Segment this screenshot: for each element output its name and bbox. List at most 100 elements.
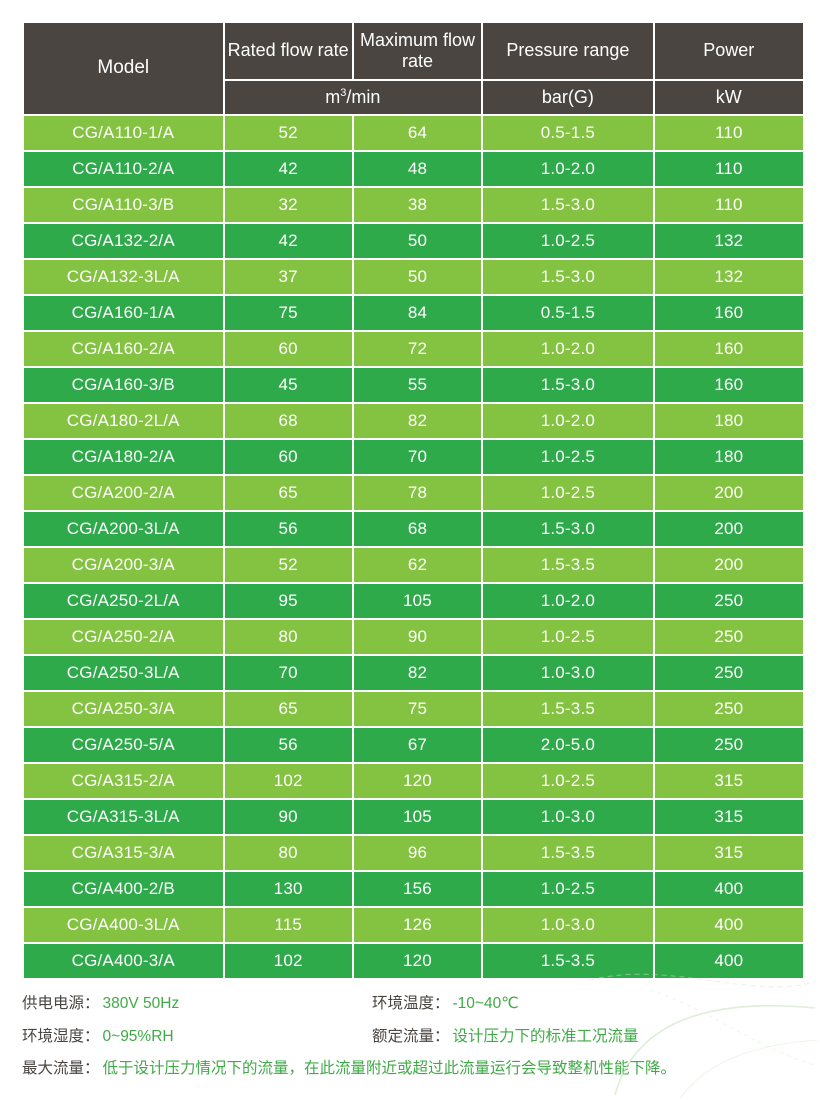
cell-rated-flow-rate: 102 (224, 944, 352, 978)
table-row: CG/A250-2/A 80 90 1.0-2.5 250 (24, 620, 803, 654)
table-header-row-units: m3/min bar(G) kW (24, 81, 803, 114)
cell-power: 132 (654, 224, 803, 258)
unit-header-flow-rate: m3/min (224, 81, 482, 114)
cell-maximum-flow-rate: 96 (353, 836, 482, 870)
table-row: CG/A250-3/A 65 75 1.5-3.5 250 (24, 692, 803, 726)
specification-table-container: Model Rated flow rate Maximum flow rate … (22, 21, 805, 980)
cell-maximum-flow-rate: 64 (353, 116, 482, 150)
unit-header-power: kW (654, 81, 803, 114)
table-row: CG/A160-1/A 75 84 0.5-1.5 160 (24, 296, 803, 330)
cell-model: CG/A160-2/A (24, 332, 223, 366)
cell-maximum-flow-rate: 72 (353, 332, 482, 366)
cell-model: CG/A200-3L/A (24, 512, 223, 546)
cell-maximum-flow-rate: 75 (353, 692, 482, 726)
cell-rated-flow-rate: 75 (224, 296, 352, 330)
cell-maximum-flow-rate: 105 (353, 584, 482, 618)
cell-pressure-range: 1.5-3.0 (483, 188, 653, 222)
cell-pressure-range: 1.5-3.5 (483, 692, 653, 726)
column-header-rated-flow-rate: Rated flow rate (224, 23, 352, 79)
cell-model: CG/A250-3/A (24, 692, 223, 726)
cell-pressure-range: 1.0-2.5 (483, 440, 653, 474)
cell-rated-flow-rate: 115 (224, 908, 352, 942)
unit-flow-suffix: /min (346, 86, 381, 107)
cell-maximum-flow-rate: 120 (353, 764, 482, 798)
cell-maximum-flow-rate: 82 (353, 404, 482, 438)
cell-power: 250 (654, 656, 803, 690)
unit-flow-superscript: 3 (340, 86, 347, 99)
cell-maximum-flow-rate: 84 (353, 296, 482, 330)
column-header-maximum-flow-rate: Maximum flow rate (353, 23, 482, 79)
footnote-value-ambient-temperature: -10~40℃ (452, 995, 519, 1012)
cell-pressure-range: 1.5-3.0 (483, 512, 653, 546)
cell-pressure-range: 1.0-3.0 (483, 656, 653, 690)
cell-maximum-flow-rate: 67 (353, 728, 482, 762)
cell-pressure-range: 1.0-2.0 (483, 404, 653, 438)
cell-model: CG/A200-2/A (24, 476, 223, 510)
cell-power: 132 (654, 260, 803, 294)
footnote-row-1: 供电电源： 380V 50Hz 环境温度： -10~40℃ (22, 996, 805, 1012)
cell-model: CG/A250-3L/A (24, 656, 223, 690)
cell-model: CG/A110-2/A (24, 152, 223, 186)
footnote-label-ambient-temperature: 环境温度： (372, 995, 450, 1012)
cell-pressure-range: 1.5-3.0 (483, 260, 653, 294)
cell-rated-flow-rate: 52 (224, 116, 352, 150)
footnote-value-rated-flow: 设计压力下的标准工况流量 (452, 1027, 639, 1045)
footnote-label-maximum-flow: 最大流量： (22, 1060, 100, 1077)
footnote-value-maximum-flow: 低于设计压力情况下的流量，在此流量附近或超过此流量运行会导致整机性能下降。 (102, 1060, 677, 1077)
cell-pressure-range: 1.0-2.5 (483, 764, 653, 798)
cell-rated-flow-rate: 102 (224, 764, 352, 798)
cell-rated-flow-rate: 32 (224, 188, 352, 222)
table-row: CG/A315-2/A 102 120 1.0-2.5 315 (24, 764, 803, 798)
column-header-pressure-range: Pressure range (483, 23, 653, 79)
cell-rated-flow-rate: 65 (224, 692, 352, 726)
cell-pressure-range: 1.0-2.5 (483, 476, 653, 510)
cell-pressure-range: 1.5-3.5 (483, 836, 653, 870)
cell-model: CG/A110-3/B (24, 188, 223, 222)
cell-rated-flow-rate: 70 (224, 656, 352, 690)
cell-maximum-flow-rate: 78 (353, 476, 482, 510)
cell-model: CG/A315-2/A (24, 764, 223, 798)
table-row: CG/A110-1/A 52 64 0.5-1.5 110 (24, 116, 803, 150)
footnote-value-ambient-humidity: 0~95%RH (102, 1027, 174, 1045)
cell-power: 110 (654, 152, 803, 186)
cell-rated-flow-rate: 80 (224, 620, 352, 654)
cell-model: CG/A200-3/A (24, 548, 223, 582)
column-header-model: Model (24, 23, 223, 114)
table-row: CG/A250-2L/A 95 105 1.0-2.0 250 (24, 584, 803, 618)
cell-rated-flow-rate: 60 (224, 332, 352, 366)
cell-power: 400 (654, 872, 803, 906)
table-row: CG/A315-3L/A 90 105 1.0-3.0 315 (24, 800, 803, 834)
table-row: CG/A400-3L/A 115 126 1.0-3.0 400 (24, 908, 803, 942)
cell-rated-flow-rate: 42 (224, 152, 352, 186)
table-header-row-titles: Model Rated flow rate Maximum flow rate … (24, 23, 803, 114)
cell-pressure-range: 2.0-5.0 (483, 728, 653, 762)
unit-header-pressure: bar(G) (483, 81, 653, 114)
cell-maximum-flow-rate: 156 (353, 872, 482, 906)
cell-model: CG/A400-3/A (24, 944, 223, 978)
table-row: CG/A400-2/B 130 156 1.0-2.5 400 (24, 872, 803, 906)
table-row: CG/A132-2/A 42 50 1.0-2.5 132 (24, 224, 803, 258)
cell-maximum-flow-rate: 68 (353, 512, 482, 546)
cell-pressure-range: 1.0-2.0 (483, 584, 653, 618)
table-row: CG/A110-2/A 42 48 1.0-2.0 110 (24, 152, 803, 186)
cell-rated-flow-rate: 60 (224, 440, 352, 474)
cell-power: 250 (654, 728, 803, 762)
cell-maximum-flow-rate: 90 (353, 620, 482, 654)
cell-rated-flow-rate: 56 (224, 728, 352, 762)
cell-model: CG/A400-3L/A (24, 908, 223, 942)
table-row: CG/A250-5/A 56 67 2.0-5.0 250 (24, 728, 803, 762)
cell-model: CG/A400-2/B (24, 872, 223, 906)
cell-maximum-flow-rate: 38 (353, 188, 482, 222)
cell-pressure-range: 1.0-3.0 (483, 908, 653, 942)
cell-power: 250 (654, 584, 803, 618)
cell-model: CG/A315-3/A (24, 836, 223, 870)
cell-rated-flow-rate: 37 (224, 260, 352, 294)
footnote-power-supply: 供电电源： 380V 50Hz (22, 996, 372, 1012)
cell-pressure-range: 1.5-3.5 (483, 944, 653, 978)
cell-power: 200 (654, 512, 803, 546)
cell-rated-flow-rate: 90 (224, 800, 352, 834)
cell-model: CG/A132-2/A (24, 224, 223, 258)
table-row: CG/A200-3/A 52 62 1.5-3.5 200 (24, 548, 803, 582)
footnote-label-power-supply: 供电电源： (22, 995, 100, 1012)
cell-pressure-range: 0.5-1.5 (483, 296, 653, 330)
